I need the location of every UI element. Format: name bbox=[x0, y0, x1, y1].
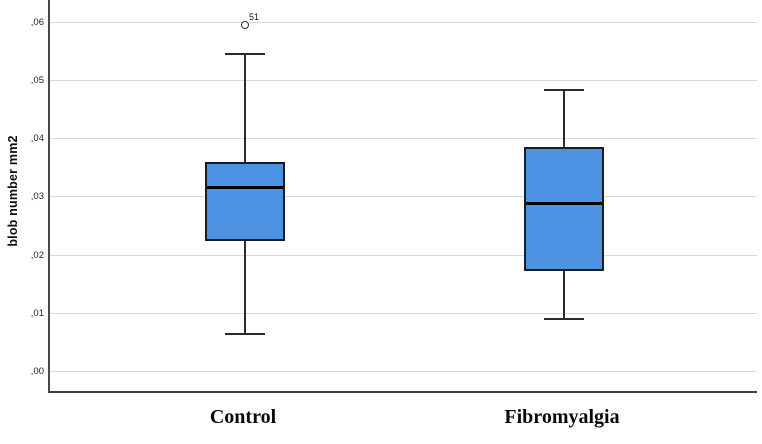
gridline bbox=[50, 80, 757, 81]
gridline bbox=[50, 254, 757, 256]
plot-area: 51 bbox=[48, 0, 757, 393]
category-label-control: Control bbox=[209, 406, 277, 428]
whisker-cap-high-control bbox=[225, 53, 265, 56]
gridline bbox=[50, 196, 757, 198]
whisker-cap-low-control bbox=[225, 332, 265, 335]
y-tick-label: ,06 bbox=[30, 16, 44, 28]
outlier-point-control bbox=[241, 20, 249, 29]
box-control bbox=[205, 161, 285, 241]
median-line-control bbox=[207, 185, 283, 189]
y-tick-label: ,01 bbox=[30, 307, 44, 319]
category-label-fibromyalgia: Fibromyalgia bbox=[504, 406, 620, 428]
whisker-cap-low-fibromyalgia bbox=[544, 318, 584, 321]
gridline bbox=[50, 138, 757, 140]
y-tick-label: ,03 bbox=[30, 191, 44, 203]
y-tick-label: ,02 bbox=[30, 249, 44, 261]
y-tick-label: ,05 bbox=[30, 75, 44, 86]
gridline bbox=[50, 371, 757, 372]
y-tick-label: ,04 bbox=[30, 133, 44, 145]
outlier-label-control: 51 bbox=[249, 11, 260, 22]
whisker-cap-high-fibromyalgia bbox=[544, 89, 584, 92]
gridline bbox=[50, 21, 757, 23]
median-line-fibromyalgia bbox=[526, 202, 602, 206]
gridline bbox=[50, 312, 757, 314]
y-tick-label: ,00 bbox=[30, 366, 44, 377]
box-fibromyalgia bbox=[524, 147, 604, 271]
